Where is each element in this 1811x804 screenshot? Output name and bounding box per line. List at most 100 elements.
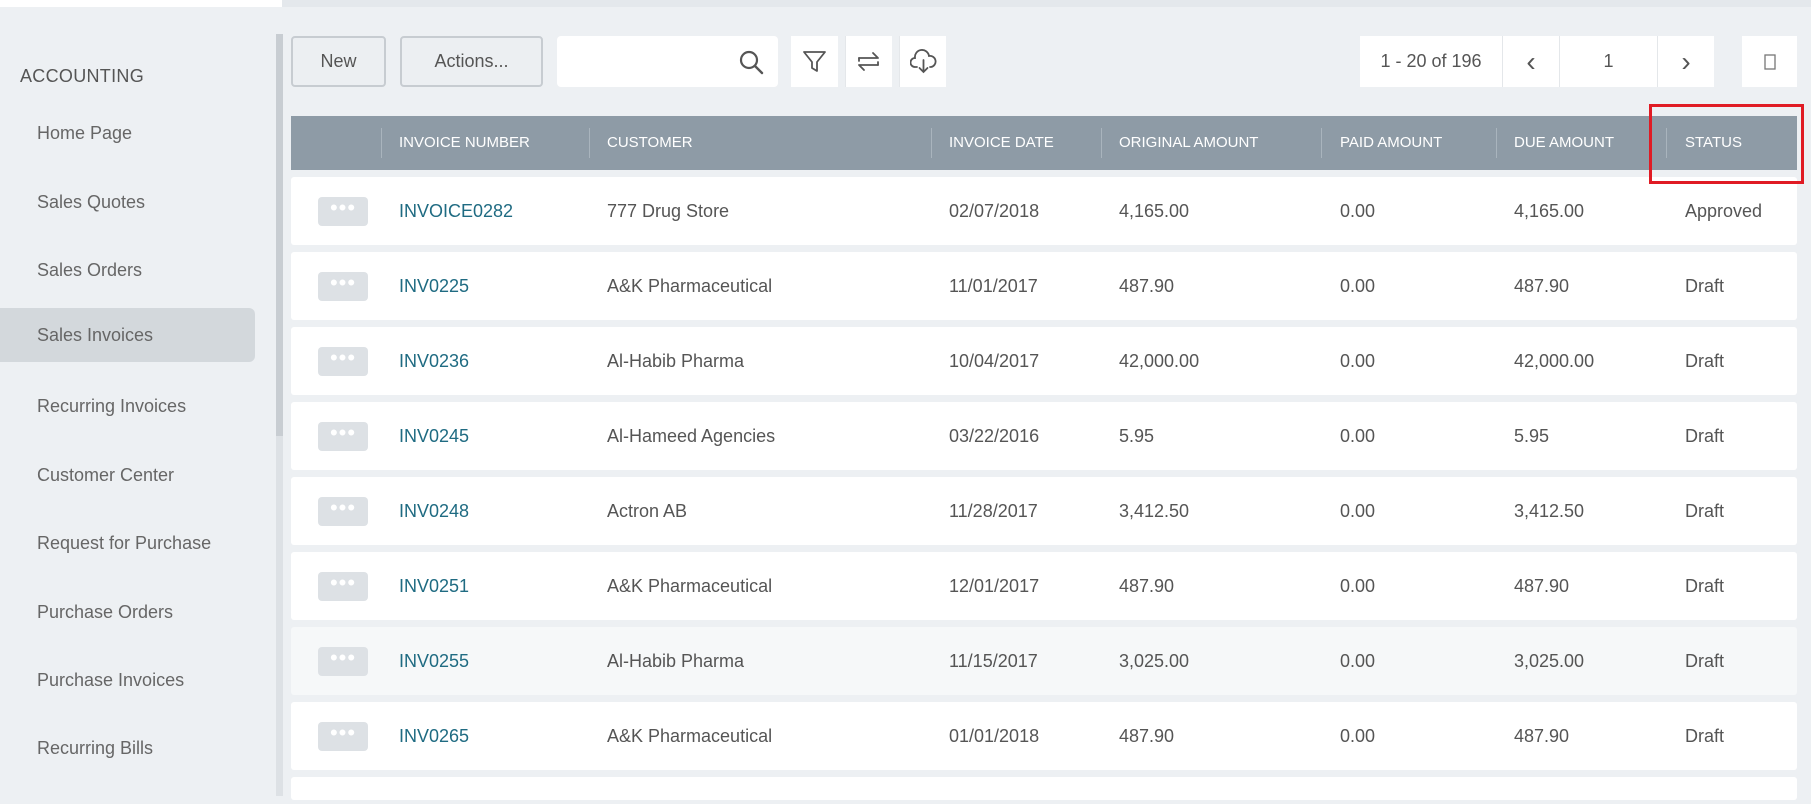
sidebar-item-recurring-invoices[interactable]: Recurring Invoices [37,396,187,416]
due-amount-cell: 42,000.00 [1514,351,1595,371]
sidebar-item-home-page[interactable]: Home Page [37,123,133,143]
original-amount-cell: 487.90 [1119,576,1175,596]
column-separator [1496,128,1497,158]
table-row-partial[interactable] [291,777,1797,800]
customer-cell: Al-Habib Pharma [607,651,745,671]
swap-button[interactable] [845,36,892,87]
sidebar-item-customer-center[interactable]: Customer Center [37,465,175,485]
row-actions-button[interactable]: ••• [318,572,368,601]
toolbar-divider [899,36,900,87]
row-actions-button[interactable]: ••• [318,197,368,226]
customer-cell: Al-Habib Pharma [607,351,745,371]
due-amount-cell: 487.90 [1514,576,1570,596]
column-header-original-amount[interactable]: ORIGINAL AMOUNT [1119,134,1259,151]
status-column-highlight [1649,104,1804,184]
table-header: INVOICE NUMBER CUSTOMER INVOICE DATE ORI… [291,116,1797,170]
invoice-number-link[interactable]: INV0255 [399,651,470,671]
table-row[interactable]: ••• INV0225 A&K Pharmaceutical 11/01/201… [291,252,1797,320]
table-row[interactable]: ••• INVOICE0282 777 Drug Store 02/07/201… [291,177,1797,245]
status-cell: Draft [1685,276,1725,296]
due-amount-cell: 487.90 [1514,726,1570,746]
search-icon[interactable] [738,49,764,75]
status-cell: Draft [1685,651,1725,671]
invoice-number-link[interactable]: INV0225 [399,276,470,296]
sidebar-item-recurring-bills[interactable]: Recurring Bills [37,738,154,758]
page-number-input[interactable]: 1 [1560,36,1657,87]
customer-cell: Actron AB [607,501,688,521]
customer-cell: Al-Hameed Agencies [607,426,776,446]
original-amount-cell: 487.90 [1119,276,1175,296]
original-amount-cell: 5.95 [1119,426,1155,446]
toolbar-divider [845,36,846,87]
invoice-date-cell: 02/07/2018 [949,201,1040,221]
original-amount-cell: 487.90 [1119,726,1175,746]
table-row[interactable]: ••• INV0255 Al-Habib Pharma 11/15/2017 3… [291,627,1797,695]
sidebar-item-sales-quotes[interactable]: Sales Quotes [37,192,146,212]
sidebar-item-sales-invoices[interactable]: Sales Invoices [0,308,255,362]
sidebar-item-sales-orders[interactable]: Sales Orders [37,260,143,280]
column-header-status[interactable]: STATUS [1685,134,1742,151]
row-actions-button[interactable]: ••• [318,272,368,301]
actions-button[interactable]: Actions... [400,36,543,87]
sidebar-scrollbar-thumb[interactable] [276,34,283,436]
table-row[interactable]: ••• INV0245 Al-Hameed Agencies 03/22/201… [291,402,1797,470]
paid-amount-cell: 0.00 [1340,501,1376,521]
table-row[interactable]: ••• INV0236 Al-Habib Pharma 10/04/2017 4… [291,327,1797,395]
invoice-number-link[interactable]: INV0245 [399,426,470,446]
table-row[interactable]: ••• INV0248 Actron AB 11/28/2017 3,412.5… [291,477,1797,545]
row-actions-button[interactable]: ••• [318,647,368,676]
column-toggle-button[interactable] [1742,36,1797,87]
status-cell: Draft [1685,426,1725,446]
column-header-due-amount[interactable]: DUE AMOUNT [1514,134,1615,151]
paid-amount-cell: 0.00 [1340,351,1376,371]
invoice-number-link[interactable]: INVOICE0282 [399,201,514,221]
row-actions-button[interactable]: ••• [318,722,368,751]
customer-cell: 777 Drug Store [607,201,730,221]
due-amount-cell: 3,025.00 [1514,651,1585,671]
column-header-customer[interactable]: CUSTOMER [607,134,693,151]
due-amount-cell: 3,412.50 [1514,501,1585,521]
sidebar-item-purchase-orders[interactable]: Purchase Orders [37,602,174,622]
prev-page-button[interactable]: ‹ [1503,36,1559,87]
due-amount-cell: 5.95 [1514,426,1550,446]
row-actions-button[interactable]: ••• [318,422,368,451]
search-box [557,36,778,87]
invoice-number-link[interactable]: INV0251 [399,576,470,596]
new-button[interactable]: New [291,36,386,87]
customer-cell: A&K Pharmaceutical [607,726,773,746]
original-amount-cell: 3,025.00 [1119,651,1190,671]
column-header-paid-amount[interactable]: PAID AMOUNT [1340,134,1443,151]
column-separator [1321,128,1322,158]
pager-divider [1559,36,1560,87]
invoice-date-cell: 03/22/2016 [949,426,1040,446]
sidebar-section-title: ACCOUNTING [20,66,144,86]
original-amount-cell: 42,000.00 [1119,351,1200,371]
sidebar-item-request-for-purchase[interactable]: Request for Purchase [37,533,212,553]
invoice-number-link[interactable]: INV0248 [399,501,470,521]
column-header-invoice-date[interactable]: INVOICE DATE [949,134,1054,151]
invoice-date-cell: 12/01/2017 [949,576,1040,596]
original-amount-cell: 3,412.50 [1119,501,1190,521]
search-input[interactable] [567,44,731,80]
due-amount-cell: 4,165.00 [1514,201,1585,221]
paid-amount-cell: 0.00 [1340,726,1376,746]
invoice-number-link[interactable]: INV0265 [399,726,470,746]
invoice-number-link[interactable]: INV0236 [399,351,470,371]
next-page-button[interactable]: › [1658,36,1714,87]
filter-button[interactable] [791,36,838,87]
invoice-date-cell: 11/15/2017 [949,651,1038,671]
download-button[interactable] [899,36,946,87]
table-row[interactable]: ••• INV0265 A&K Pharmaceutical 01/01/201… [291,702,1797,770]
column-separator [1101,128,1102,158]
pager-divider [1657,36,1658,87]
row-actions-button[interactable]: ••• [318,347,368,376]
row-actions-button[interactable]: ••• [318,497,368,526]
sidebar-item-purchase-invoices[interactable]: Purchase Invoices [37,670,185,690]
table-row[interactable]: ••• INV0251 A&K Pharmaceutical 12/01/201… [291,552,1797,620]
invoice-date-cell: 11/01/2017 [949,276,1038,296]
sidebar: ACCOUNTING Home Page Sales Quotes Sales … [0,30,283,800]
column-header-invoice-number[interactable]: INVOICE NUMBER [399,134,530,151]
column-separator [931,128,932,158]
pager-divider [1502,36,1503,87]
paid-amount-cell: 0.00 [1340,576,1376,596]
